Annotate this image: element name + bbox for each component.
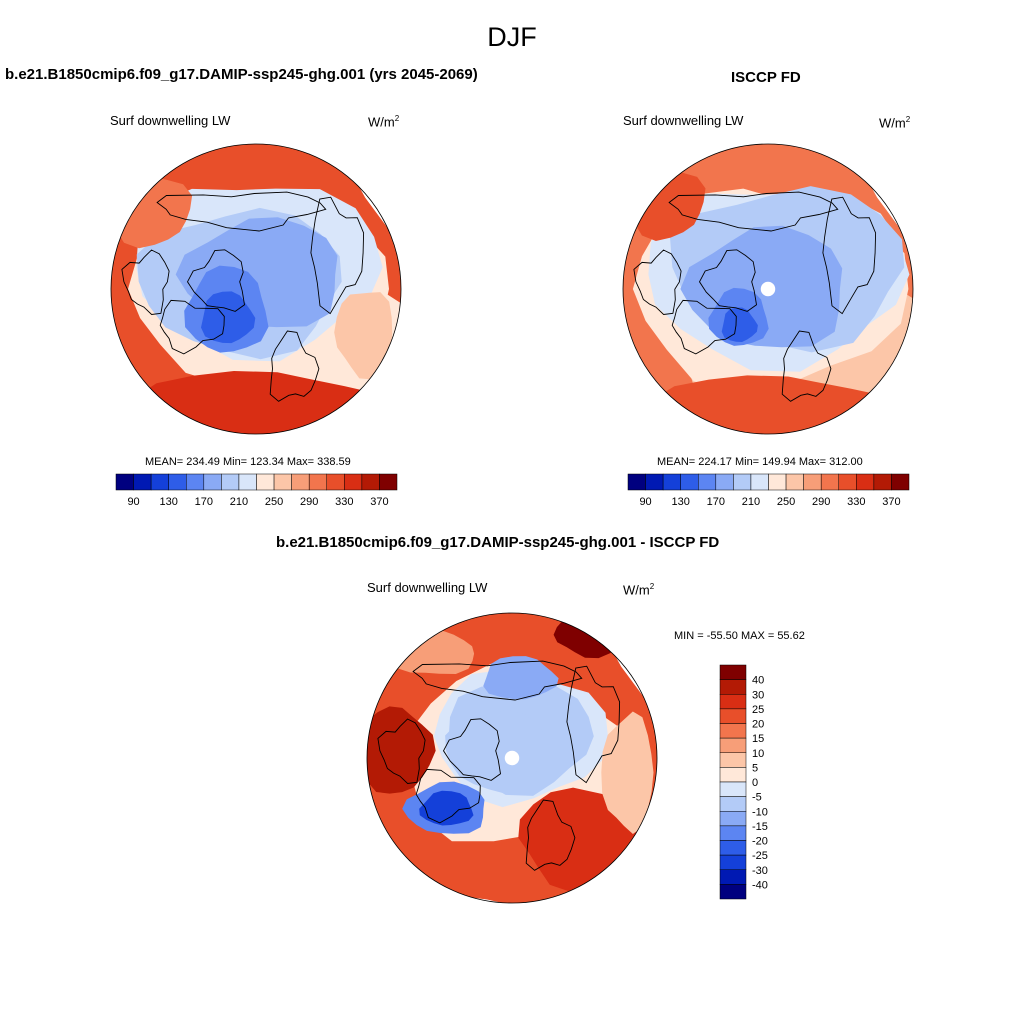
model-map-border: [110, 143, 402, 435]
diff-coastline: [377, 718, 426, 784]
obs-colorbar-color-box: [891, 473, 910, 491]
diff-stats: MIN = -55.50 MAX = 55.62: [674, 630, 805, 642]
diff-panel-title: b.e21.B1850cmip6.f09_g17.DAMIP-ssp245-gh…: [276, 534, 720, 551]
diff-colorbar-color-box: [719, 723, 747, 739]
diff-colorbar-color-box: [719, 840, 747, 856]
diff-colorbar-color-box: [719, 767, 747, 783]
diff-variable-label: Surf downwelling LW: [367, 580, 488, 595]
diff-colorbar-tick-label: -5: [752, 792, 762, 804]
diff-coastline: [525, 799, 576, 871]
diff-contour-region: [419, 790, 474, 826]
obs-colorbar-tick-label: 330: [847, 496, 865, 508]
diff-contour-region: [367, 706, 436, 794]
diff-colorbar-color-box: [719, 752, 747, 768]
model-contour-region: [334, 292, 393, 380]
obs-colorbar-tick-label: 290: [812, 496, 830, 508]
diff-colorbar-color-box: [719, 825, 747, 841]
diff-pole-missing: [504, 750, 520, 766]
model-colorbar-tick-label: 250: [265, 496, 283, 508]
diff-colorbar-color-box: [719, 664, 747, 680]
obs-colorbar-tick-label: 370: [882, 496, 900, 508]
diff-coastline: [415, 768, 481, 824]
obs-map-border: [622, 143, 914, 435]
model-coastline: [310, 196, 365, 315]
diff-colorbar-color-box: [719, 737, 747, 753]
model-colorbar-tick-label: 90: [127, 496, 139, 508]
model-colorbar-tick-label: 290: [300, 496, 318, 508]
model-coastline: [159, 299, 225, 355]
diff-colorbar-color-box: [719, 796, 747, 812]
diff-colorbar-tick-label: -30: [752, 865, 768, 877]
obs-colorbar-tick-label: 170: [707, 496, 725, 508]
diff-units-label: W/m2: [623, 582, 655, 598]
model-colorbar-tick-label: 170: [195, 496, 213, 508]
diff-colorbar-color-box: [719, 679, 747, 695]
model-colorbar-tick-label: 370: [370, 496, 388, 508]
model-colorbar-tick-label: 330: [335, 496, 353, 508]
diff-colorbar-tick-label: 0: [752, 777, 758, 789]
diff-colorbar-tick-label: 30: [752, 689, 764, 701]
obs-colorbar-tick-label: 210: [742, 496, 760, 508]
model-coastline: [269, 330, 320, 402]
obs-colorbar-tick-label: 130: [672, 496, 690, 508]
model-contour-region: [201, 291, 256, 344]
obs-pole-missing: [760, 281, 776, 297]
model-stats: MEAN= 234.49 Min= 123.34 Max= 338.59: [145, 456, 351, 468]
obs-units-label: W/m2: [879, 115, 911, 131]
model-coastline: [156, 191, 327, 232]
obs-coastline: [668, 191, 839, 232]
diff-colorbar-color-box: [719, 854, 747, 870]
model-colorbar-tick-label: 210: [230, 496, 248, 508]
diff-colorbar-tick-label: -10: [752, 806, 768, 818]
obs-coastline: [671, 299, 737, 355]
diff-coastline: [412, 660, 583, 701]
diff-colorbar-tick-label: -40: [752, 879, 768, 891]
obs-colorbar-tick-label: 250: [777, 496, 795, 508]
obs-variable-label: Surf downwelling LW: [623, 113, 744, 128]
model-coastline: [186, 249, 245, 312]
diff-map-border: [366, 612, 658, 904]
obs-coastline: [781, 330, 832, 402]
diff-colorbar-color-box: [719, 869, 747, 885]
diff-colorbar-tick-label: -15: [752, 821, 768, 833]
diff-colorbar-color-box: [719, 708, 747, 724]
diff-colorbar-tick-label: -20: [752, 836, 768, 848]
diff-colorbar-color-box: [719, 781, 747, 797]
obs-coastline: [822, 196, 877, 315]
diff-colorbar-tick-label: 5: [752, 762, 758, 774]
model-panel-title: b.e21.B1850cmip6.f09_g17.DAMIP-ssp245-gh…: [5, 66, 478, 83]
model-units-label: W/m2: [368, 114, 400, 130]
obs-colorbar-tick-label: 90: [639, 496, 651, 508]
diff-contour-region: [483, 656, 559, 700]
diff-coastline: [566, 665, 621, 784]
diff-colorbar-tick-label: 15: [752, 733, 764, 745]
model-colorbar-tick-label: 130: [160, 496, 178, 508]
model-coastline: [121, 249, 170, 315]
diff-colorbar-color-box: [719, 811, 747, 827]
diff-coastline: [442, 718, 501, 781]
diff-colorbar-tick-label: 10: [752, 748, 764, 760]
diff-colorbar-tick-label: -25: [752, 850, 768, 862]
model-colorbar-color-box: [379, 473, 398, 491]
diff-colorbar-tick-label: 25: [752, 704, 764, 716]
diff-colorbar-tick-label: 40: [752, 675, 764, 687]
figure-title: DJF: [487, 22, 537, 52]
obs-contour-region: [721, 307, 758, 342]
obs-coastline: [698, 249, 757, 312]
diff-colorbar-color-box: [719, 884, 747, 900]
diff-colorbar-tick-label: 20: [752, 719, 764, 731]
obs-coastline: [633, 249, 682, 315]
diff-contour-region: [601, 711, 654, 834]
model-variable-label: Surf downwelling LW: [110, 113, 231, 128]
diff-colorbar-color-box: [719, 694, 747, 710]
obs-stats: MEAN= 224.17 Min= 149.94 Max= 312.00: [657, 456, 863, 468]
obs-panel-title: ISCCP FD: [731, 69, 801, 86]
